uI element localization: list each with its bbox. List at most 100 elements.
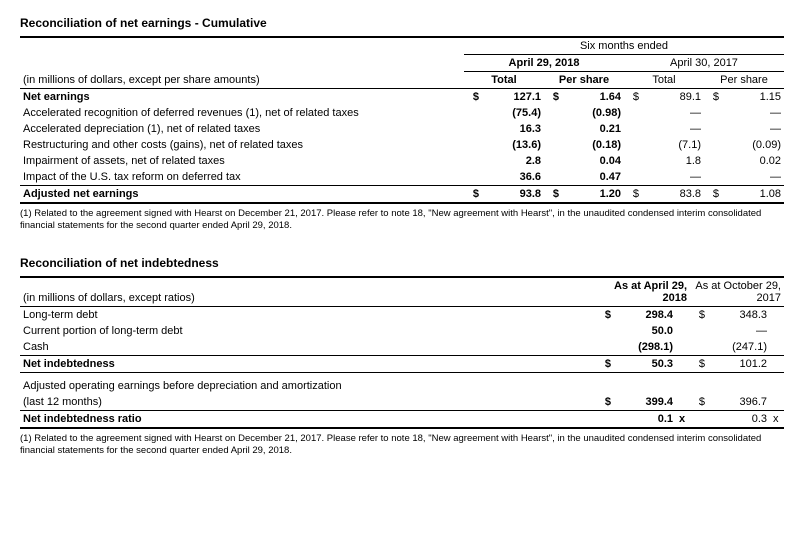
currency: $ xyxy=(544,89,562,106)
cell: — xyxy=(722,105,784,121)
header-row: (in millions of dollars, except ratios) … xyxy=(20,277,784,307)
cell: (0.18) xyxy=(562,137,624,153)
cell: 396.7 xyxy=(708,394,770,411)
period-current: April 29, 2018 xyxy=(464,55,624,72)
cell: 0.21 xyxy=(562,121,624,137)
currency: $ xyxy=(704,186,722,204)
currency: $ xyxy=(704,89,722,106)
row-adjusted: Adjusted net earnings $ 93.8 $ 1.20 $ 83… xyxy=(20,186,784,204)
table1-title: Reconciliation of net earnings - Cumulat… xyxy=(20,16,784,30)
currency: $ xyxy=(624,89,642,106)
row-label-line1: Adjusted operating earnings before depre… xyxy=(20,378,596,394)
cell: 1.08 xyxy=(722,186,784,204)
row-label: Accelerated recognition of deferred reve… xyxy=(20,105,464,121)
cell: 50.3 xyxy=(614,355,676,372)
cell: 16.3 xyxy=(482,121,544,137)
indebtedness-table: (in millions of dollars, except ratios) … xyxy=(20,276,784,430)
cell: 1.8 xyxy=(642,153,704,169)
row-impairment: Impairment of assets, net of related tax… xyxy=(20,153,784,169)
col-total-pri: Total xyxy=(624,72,704,89)
currency: $ xyxy=(624,186,642,204)
col-ps-pri: Per share xyxy=(704,72,784,89)
currency: $ xyxy=(544,186,562,204)
row-ltd: Long-term debt $ 298.4 $ 348.3 xyxy=(20,306,784,323)
row-label: Adjusted net earnings xyxy=(20,186,464,204)
t2-period-prior: As at October 29, 2017 xyxy=(690,277,784,307)
row-label: Long-term debt xyxy=(20,306,596,323)
currency: $ xyxy=(464,186,482,204)
cell: 0.47 xyxy=(562,169,624,186)
row-current-ltd: Current portion of long-term debt 50.0 — xyxy=(20,323,784,339)
currency: $ xyxy=(596,306,614,323)
row-adj-op: Adjusted operating earnings before depre… xyxy=(20,378,784,394)
col-total-cur: Total xyxy=(464,72,544,89)
row-restructuring: Restructuring and other costs (gains), n… xyxy=(20,137,784,153)
row-label: Accelerated depreciation (1), net of rel… xyxy=(20,121,464,137)
currency: $ xyxy=(596,394,614,411)
cell: 93.8 xyxy=(482,186,544,204)
earnings-table: Six months ended April 29, 2018 April 30… xyxy=(20,36,784,204)
row-accel-rev: Accelerated recognition of deferred reve… xyxy=(20,105,784,121)
cell: 89.1 xyxy=(642,89,704,106)
cell: 127.1 xyxy=(482,89,544,106)
row-net-indebt: Net indebtedness $ 50.3 $ 101.2 xyxy=(20,355,784,372)
suffix: x xyxy=(770,411,784,429)
cell: (0.98) xyxy=(562,105,624,121)
row-net-earnings: Net earnings $ 127.1 $ 1.64 $ 89.1 $ 1.1… xyxy=(20,89,784,106)
cell: 399.4 xyxy=(614,394,676,411)
cell: 36.6 xyxy=(482,169,544,186)
cell: (75.4) xyxy=(482,105,544,121)
row-adj-op-2: (last 12 months) $ 399.4 $ 396.7 xyxy=(20,394,784,411)
currency: $ xyxy=(596,355,614,372)
cell: — xyxy=(722,121,784,137)
t2-subheader: (in millions of dollars, except ratios) xyxy=(20,277,596,307)
row-label: Cash xyxy=(20,339,596,356)
row-label: Current portion of long-term debt xyxy=(20,323,596,339)
cell: 348.3 xyxy=(708,306,770,323)
row-ratio: Net indebtedness ratio 0.1 x 0.3 x xyxy=(20,411,784,429)
cell: 0.02 xyxy=(722,153,784,169)
cell: 83.8 xyxy=(642,186,704,204)
row-cash: Cash (298.1) (247.1) xyxy=(20,339,784,356)
table2-title: Reconciliation of net indebtedness xyxy=(20,256,784,270)
period-header-row: April 29, 2018 April 30, 2017 xyxy=(20,55,784,72)
six-months-header: Six months ended xyxy=(464,37,784,55)
suffix: x xyxy=(676,411,690,429)
cell: — xyxy=(642,121,704,137)
currency: $ xyxy=(690,355,708,372)
cell: — xyxy=(708,323,770,339)
cell: 0.3 xyxy=(708,411,770,429)
cell: — xyxy=(722,169,784,186)
row-us-tax: Impact of the U.S. tax reform on deferre… xyxy=(20,169,784,186)
cell: 1.64 xyxy=(562,89,624,106)
row-accel-dep: Accelerated depreciation (1), net of rel… xyxy=(20,121,784,137)
currency: $ xyxy=(690,394,708,411)
period-prior: April 30, 2017 xyxy=(624,55,784,72)
row-label-line2: (last 12 months) xyxy=(20,394,596,411)
cell: (247.1) xyxy=(708,339,770,356)
row-label: Net indebtedness xyxy=(20,355,596,372)
subheader: (in millions of dollars, except per shar… xyxy=(20,72,464,89)
cell: 298.4 xyxy=(614,306,676,323)
super-header-row: Six months ended xyxy=(20,37,784,55)
table1-footnote: (1) Related to the agreement signed with… xyxy=(20,208,784,232)
currency: $ xyxy=(464,89,482,106)
table2-footnote: (1) Related to the agreement signed with… xyxy=(20,433,784,457)
row-label: Impairment of assets, net of related tax… xyxy=(20,153,464,169)
row-label: Restructuring and other costs (gains), n… xyxy=(20,137,464,153)
currency: $ xyxy=(690,306,708,323)
cell: 1.15 xyxy=(722,89,784,106)
cell: 101.2 xyxy=(708,355,770,372)
cell: 1.20 xyxy=(562,186,624,204)
cell: (0.09) xyxy=(722,137,784,153)
col-ps-cur: Per share xyxy=(544,72,624,89)
row-label: Net indebtedness ratio xyxy=(20,411,596,429)
cell: 0.04 xyxy=(562,153,624,169)
cell: (298.1) xyxy=(614,339,676,356)
cell: — xyxy=(642,169,704,186)
cell: — xyxy=(642,105,704,121)
t2-period-current: As at April 29, 2018 xyxy=(596,277,690,307)
column-header-row: (in millions of dollars, except per shar… xyxy=(20,72,784,89)
cell: 50.0 xyxy=(614,323,676,339)
cell: 2.8 xyxy=(482,153,544,169)
